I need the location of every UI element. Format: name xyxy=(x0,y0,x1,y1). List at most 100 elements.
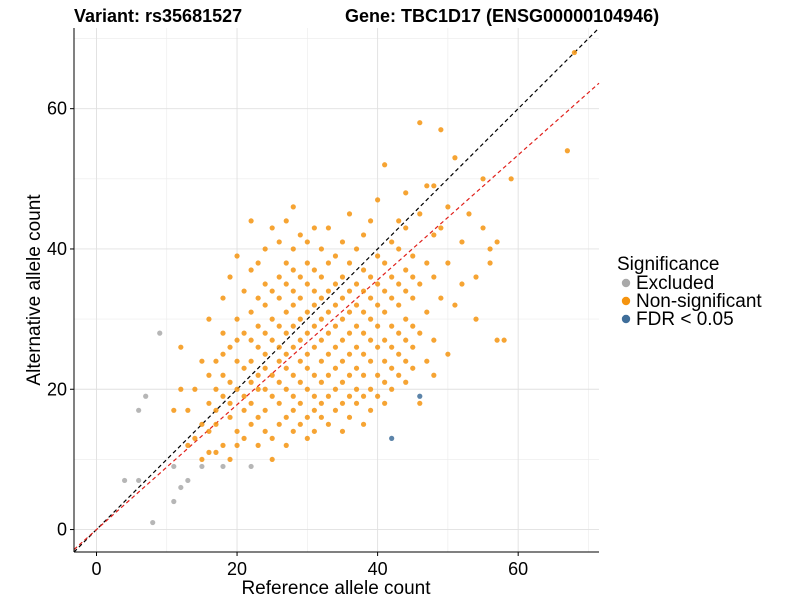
point-excluded xyxy=(171,463,177,470)
point-non-significant xyxy=(290,372,296,378)
x-tick-label: 0 xyxy=(91,559,101,579)
point-non-significant xyxy=(346,330,353,336)
point-non-significant xyxy=(311,225,317,231)
point-non-significant xyxy=(346,414,353,420)
point-non-significant xyxy=(290,344,296,350)
point-non-significant xyxy=(248,358,254,364)
point-non-significant xyxy=(248,400,254,406)
point-non-significant xyxy=(346,372,353,378)
point-non-significant xyxy=(431,274,437,280)
point-excluded xyxy=(136,407,142,413)
point-non-significant xyxy=(311,407,317,413)
legend-key xyxy=(621,296,631,306)
point-excluded xyxy=(171,498,177,505)
point-non-significant xyxy=(185,442,191,448)
point-non-significant xyxy=(318,414,324,420)
point-non-significant xyxy=(360,309,367,315)
point-non-significant xyxy=(360,393,367,399)
legend-key xyxy=(621,314,631,324)
point-non-significant xyxy=(353,400,360,406)
point-non-significant xyxy=(297,274,303,280)
point-non-significant xyxy=(438,225,444,231)
point-non-significant xyxy=(311,302,317,308)
point-non-significant xyxy=(325,393,332,399)
point-non-significant xyxy=(213,421,219,427)
point-non-significant xyxy=(389,365,395,371)
point-non-significant xyxy=(227,379,233,385)
point-non-significant xyxy=(339,239,346,245)
point-non-significant xyxy=(571,49,578,56)
point-non-significant xyxy=(332,407,339,413)
point-non-significant xyxy=(234,442,240,448)
point-non-significant xyxy=(241,288,247,294)
point-non-significant xyxy=(248,309,254,315)
point-non-significant xyxy=(360,351,367,357)
point-non-significant xyxy=(438,127,444,133)
title-gene: Gene: TBC1D17 (ENSG00000104946) xyxy=(345,6,659,26)
point-non-significant xyxy=(290,323,296,329)
point-non-significant xyxy=(255,295,261,301)
point-non-significant xyxy=(206,449,212,455)
point-non-significant xyxy=(403,358,409,364)
point-non-significant xyxy=(234,428,240,434)
point-non-significant xyxy=(424,358,430,364)
x-tick-label: 40 xyxy=(368,559,388,579)
point-non-significant xyxy=(410,344,416,350)
y-tick-label: 60 xyxy=(47,99,67,119)
point-non-significant xyxy=(332,302,339,308)
point-non-significant xyxy=(445,204,451,210)
point-non-significant xyxy=(480,225,486,231)
point-non-significant xyxy=(262,281,268,287)
point-non-significant xyxy=(318,337,324,343)
point-non-significant xyxy=(227,344,233,350)
point-non-significant xyxy=(382,309,388,315)
point-fdr-0-05 xyxy=(389,435,395,441)
point-excluded xyxy=(248,463,254,470)
point-non-significant xyxy=(353,365,360,371)
point-non-significant xyxy=(424,309,430,315)
point-non-significant xyxy=(459,239,465,245)
point-non-significant xyxy=(375,393,381,399)
point-non-significant xyxy=(332,386,339,392)
point-non-significant xyxy=(367,316,374,322)
point-non-significant xyxy=(290,288,296,294)
point-non-significant xyxy=(311,428,317,434)
point-non-significant xyxy=(304,330,310,336)
point-non-significant xyxy=(325,421,332,427)
point-non-significant xyxy=(248,379,254,385)
point-non-significant xyxy=(375,323,381,329)
point-non-significant xyxy=(255,323,261,329)
point-excluded xyxy=(178,484,184,491)
point-non-significant xyxy=(325,330,332,336)
point-non-significant xyxy=(262,330,268,336)
point-non-significant xyxy=(241,393,247,399)
point-non-significant xyxy=(297,232,303,238)
point-non-significant xyxy=(382,162,388,168)
y-tick-label: 20 xyxy=(47,379,67,399)
point-non-significant xyxy=(234,337,240,343)
point-non-significant xyxy=(367,337,374,343)
point-non-significant xyxy=(564,148,570,154)
point-non-significant xyxy=(494,337,500,343)
point-non-significant xyxy=(234,316,240,322)
point-non-significant xyxy=(255,260,261,266)
point-non-significant xyxy=(262,351,268,357)
title-variant: Variant: rs35681527 xyxy=(74,6,242,26)
point-non-significant xyxy=(276,358,282,364)
point-non-significant xyxy=(255,372,261,378)
point-non-significant xyxy=(304,260,310,266)
point-non-significant xyxy=(417,120,423,126)
point-non-significant xyxy=(318,246,324,252)
point-non-significant xyxy=(360,372,367,378)
point-non-significant xyxy=(262,246,268,252)
point-non-significant xyxy=(311,267,317,273)
y-tick-label: 0 xyxy=(57,520,67,540)
tick-labels: 0 20 40 60 0 20 40 60 xyxy=(47,99,528,579)
point-excluded xyxy=(143,393,149,399)
point-non-significant xyxy=(262,302,268,308)
point-non-significant xyxy=(199,456,205,463)
point-non-significant xyxy=(325,225,332,231)
point-non-significant xyxy=(494,239,500,245)
point-non-significant xyxy=(452,155,458,161)
